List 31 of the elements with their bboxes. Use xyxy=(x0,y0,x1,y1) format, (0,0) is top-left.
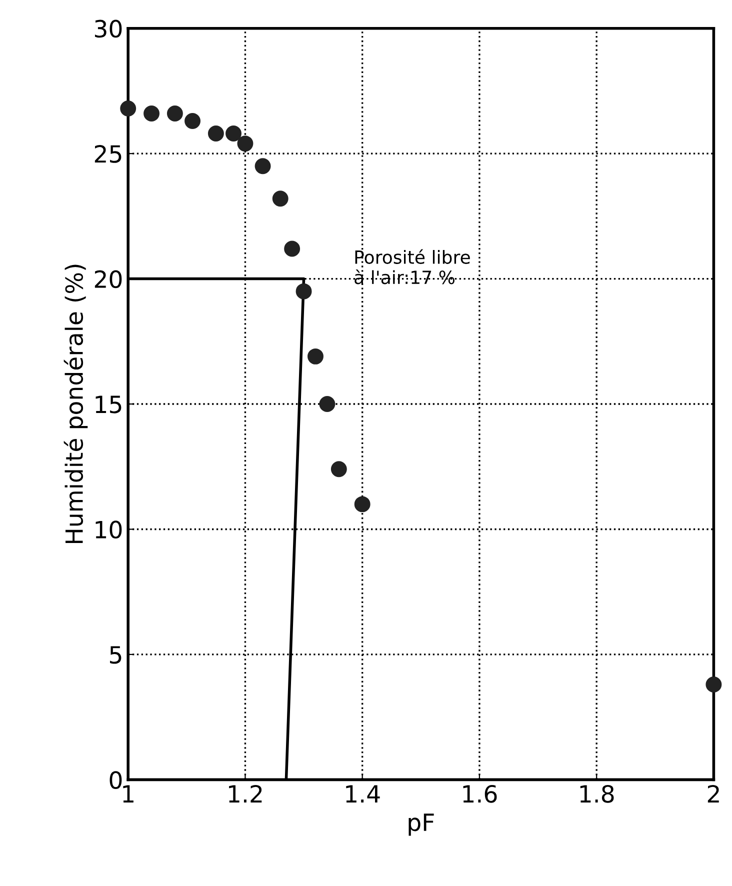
point xyxy=(706,676,722,692)
point xyxy=(319,396,336,412)
y-tick-label: 10 xyxy=(96,520,122,539)
x-tick-label: 1.6 xyxy=(463,784,497,803)
point xyxy=(296,283,312,300)
y-tick-label: 0 xyxy=(110,771,122,789)
point xyxy=(144,106,160,122)
point xyxy=(254,158,271,174)
point xyxy=(166,106,183,122)
y-tick-label: 5 xyxy=(110,646,122,664)
y-axis-title: Humidité pondérale (%) xyxy=(64,264,88,544)
point xyxy=(272,190,288,207)
x-tick-label: 1.8 xyxy=(580,784,614,803)
point xyxy=(184,113,200,129)
point xyxy=(284,240,300,257)
x-axis-title: pF xyxy=(408,814,434,836)
point xyxy=(208,126,224,142)
y-tick-label: 30 xyxy=(94,20,122,38)
point xyxy=(308,348,324,364)
point xyxy=(120,100,136,116)
y-tick-label: 20 xyxy=(94,270,122,288)
point xyxy=(237,136,254,152)
y-tick-label: 15 xyxy=(96,396,122,414)
point xyxy=(330,461,347,478)
x-tick-label: 2 xyxy=(708,784,719,802)
x-tick-label: 1.4 xyxy=(346,785,380,802)
x-tick-label: 1.2 xyxy=(229,784,262,802)
y-tick-label: 25 xyxy=(94,145,122,163)
point xyxy=(354,496,370,512)
point xyxy=(226,126,242,142)
x-tick-label: 1 xyxy=(123,785,134,802)
